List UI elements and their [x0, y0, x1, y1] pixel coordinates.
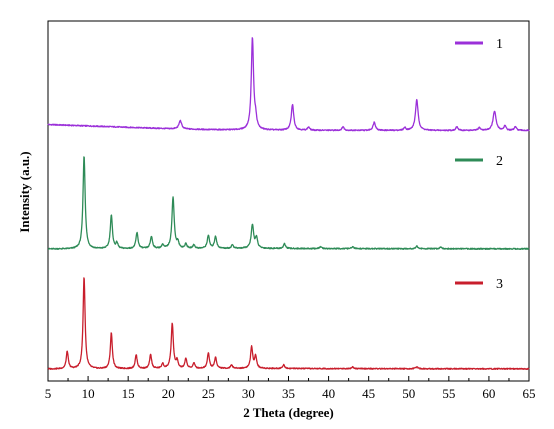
- x-tick-label: 10: [82, 386, 95, 401]
- x-tick-label: 35: [282, 386, 295, 401]
- legend-label-2: 2: [496, 154, 503, 169]
- x-tick-label: 40: [322, 386, 335, 401]
- plot-frame: [47, 20, 530, 382]
- x-tick-label: 20: [162, 386, 175, 401]
- series-line-3: [47, 277, 530, 370]
- x-tick-label: 55: [442, 386, 455, 401]
- x-tick-label: 5: [45, 386, 52, 401]
- x-axis-title: 2 Theta (degree): [243, 405, 334, 420]
- legend-label-3: 3: [496, 277, 503, 292]
- x-tick-label: 30: [242, 386, 255, 401]
- y-axis-title: Intensity (a.u.): [17, 151, 32, 232]
- x-tick-label: 65: [523, 386, 536, 401]
- x-tick-label: 50: [402, 386, 415, 401]
- x-axis-ticks: 5 10 15 20 25 30 35 40 45 50 55 60 65: [45, 376, 536, 401]
- series-line-1: [47, 37, 530, 132]
- x-tick-label: 45: [362, 386, 375, 401]
- x-tick-label: 60: [482, 386, 495, 401]
- legend: 1 2 3: [455, 37, 503, 292]
- x-tick-label: 15: [122, 386, 135, 401]
- series-line-2: [47, 156, 530, 251]
- series-layer: [47, 37, 530, 370]
- x-tick-label: 25: [202, 386, 215, 401]
- legend-label-1: 1: [496, 37, 503, 52]
